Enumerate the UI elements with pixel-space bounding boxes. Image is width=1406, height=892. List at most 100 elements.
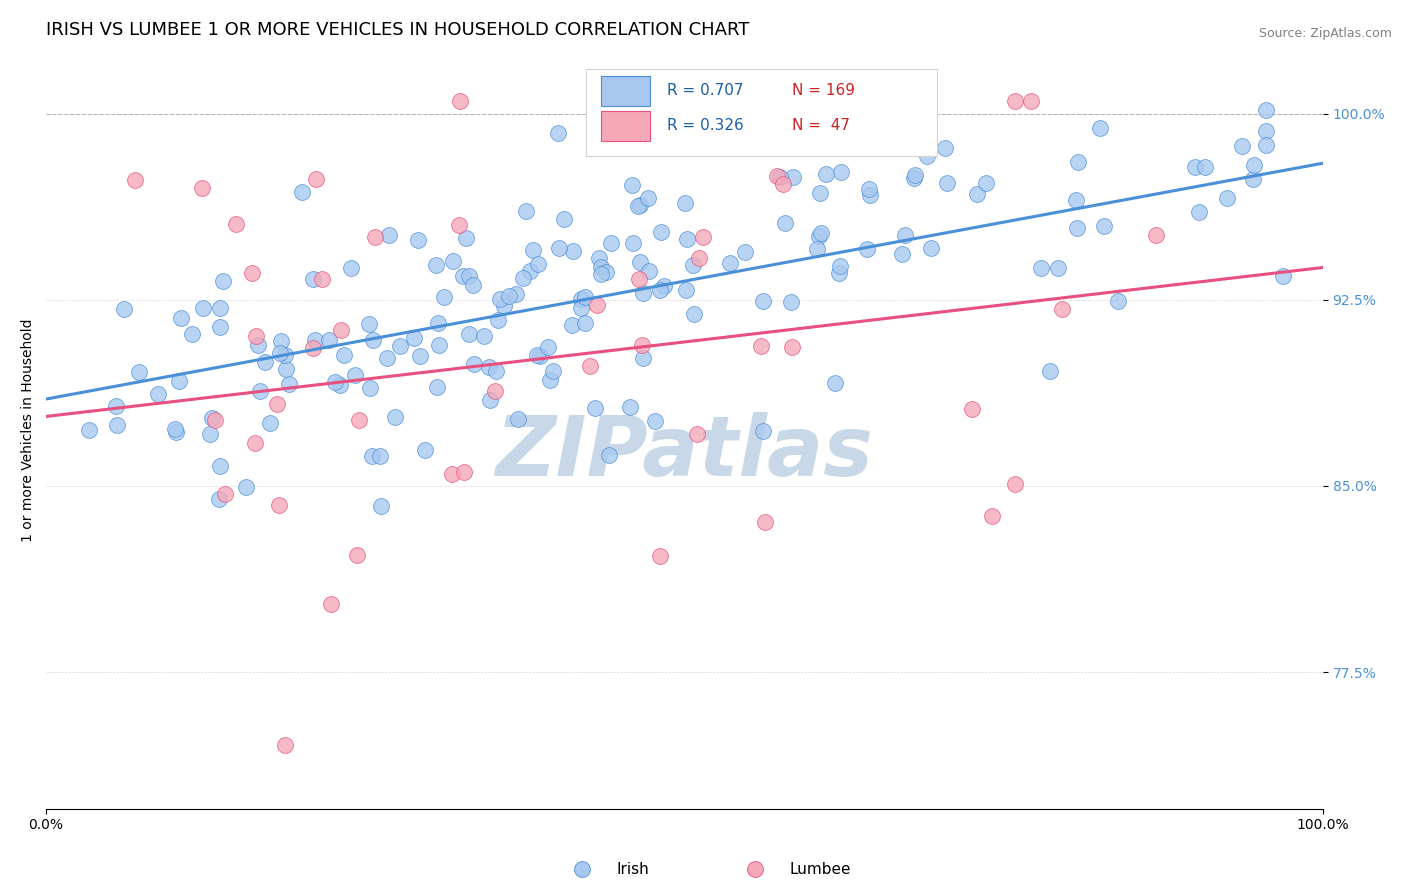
- Bar: [602, 76, 650, 106]
- Point: [1029, 260, 1052, 275]
- Point: [267, 498, 290, 512]
- Point: [1047, 260, 1070, 275]
- Point: [270, 334, 292, 349]
- Point: [368, 449, 391, 463]
- Point: [340, 260, 363, 275]
- Point: [512, 270, 534, 285]
- Point: [569, 293, 592, 307]
- Point: [333, 348, 356, 362]
- Point: [619, 400, 641, 414]
- Point: [810, 226, 832, 240]
- Point: [1066, 220, 1088, 235]
- Point: [1271, 268, 1294, 283]
- Point: [920, 241, 942, 255]
- Point: [735, 130, 758, 145]
- Point: [323, 375, 346, 389]
- Point: [269, 345, 291, 359]
- Point: [486, 312, 509, 326]
- Point: [506, 411, 529, 425]
- Point: [515, 204, 537, 219]
- Point: [124, 173, 146, 187]
- Point: [688, 252, 710, 266]
- Point: [780, 294, 803, 309]
- Point: [1004, 94, 1026, 108]
- Point: [361, 333, 384, 347]
- Point: [1184, 161, 1206, 175]
- Point: [191, 180, 214, 194]
- Point: [815, 167, 838, 181]
- Point: [346, 548, 368, 562]
- Point: [347, 413, 370, 427]
- Point: [824, 376, 846, 390]
- Point: [591, 268, 613, 282]
- Point: [782, 170, 804, 185]
- Point: [212, 275, 235, 289]
- Point: [167, 374, 190, 388]
- Text: ZIPatlas: ZIPatlas: [495, 412, 873, 493]
- Point: [915, 149, 938, 163]
- Point: [638, 263, 661, 277]
- Text: Lumbee: Lumbee: [789, 862, 851, 877]
- Point: [343, 368, 366, 383]
- Point: [537, 340, 560, 354]
- Point: [330, 323, 353, 337]
- Point: [427, 338, 450, 352]
- Point: [457, 327, 479, 342]
- Point: [676, 232, 699, 246]
- Point: [574, 316, 596, 330]
- Point: [903, 171, 925, 186]
- Point: [1064, 193, 1087, 207]
- Point: [598, 448, 620, 462]
- Point: [463, 277, 485, 292]
- Point: [254, 354, 277, 368]
- Point: [1254, 103, 1277, 117]
- Point: [169, 310, 191, 325]
- Point: [319, 597, 342, 611]
- Point: [433, 290, 456, 304]
- Point: [1216, 191, 1239, 205]
- Point: [637, 191, 659, 205]
- Point: [891, 247, 914, 261]
- Point: [1090, 120, 1112, 135]
- Point: [105, 417, 128, 432]
- Point: [235, 480, 257, 494]
- Point: [561, 318, 583, 332]
- Point: [527, 257, 550, 271]
- Point: [449, 94, 471, 108]
- Point: [426, 380, 449, 394]
- Text: Source: ZipAtlas.com: Source: ZipAtlas.com: [1258, 27, 1392, 40]
- Point: [441, 253, 464, 268]
- Point: [208, 491, 231, 506]
- Point: [479, 393, 502, 408]
- Point: [128, 365, 150, 379]
- Point: [357, 318, 380, 332]
- Point: [375, 351, 398, 365]
- Point: [191, 301, 214, 316]
- Point: [936, 176, 959, 190]
- Point: [328, 378, 350, 392]
- Point: [449, 219, 471, 233]
- Point: [243, 436, 266, 450]
- Point: [1107, 293, 1129, 308]
- Point: [752, 294, 775, 309]
- Point: [274, 738, 297, 752]
- Point: [200, 426, 222, 441]
- Point: [828, 266, 851, 280]
- Point: [1052, 302, 1074, 317]
- Point: [1039, 363, 1062, 377]
- Point: [273, 348, 295, 362]
- Point: [806, 242, 828, 256]
- Point: [105, 399, 128, 413]
- Point: [859, 188, 882, 202]
- Point: [683, 307, 706, 321]
- Point: [561, 244, 583, 259]
- Point: [962, 401, 984, 416]
- Point: [291, 185, 314, 199]
- Point: [302, 272, 325, 286]
- Point: [463, 358, 485, 372]
- Point: [981, 509, 1004, 524]
- Point: [734, 245, 756, 260]
- Point: [627, 198, 650, 212]
- Point: [522, 243, 544, 257]
- Point: [208, 301, 231, 315]
